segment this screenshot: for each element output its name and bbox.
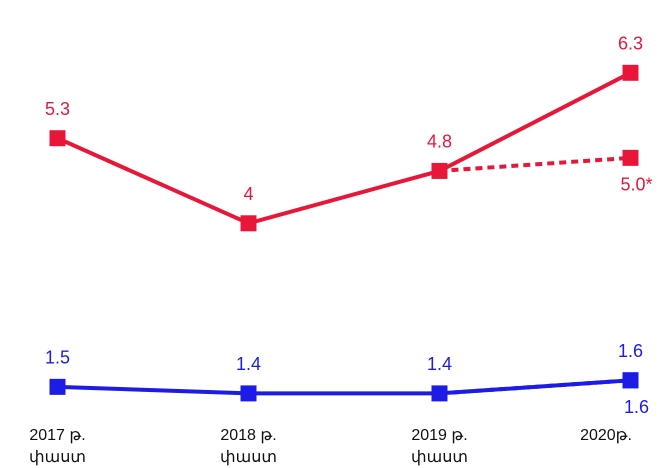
data-label: 5.0* [620,175,652,195]
marker [431,162,448,179]
series-line [57,378,631,396]
series-line [56,71,632,226]
data-label: 4 [243,184,253,204]
x-tick-label: 2018 թ. փաստ [220,427,277,466]
data-label: 1.5 [45,348,70,368]
marker [49,378,66,395]
marker [240,385,257,402]
marker [49,130,66,147]
marker [622,149,639,166]
data-label: 1.6 [624,397,649,417]
marker [622,64,639,81]
marker [431,385,448,402]
data-label: 1.4 [427,354,452,374]
x-tick-label: 2020թ. [580,427,632,444]
data-label: 6.3 [618,34,643,54]
marker [240,215,257,232]
x-tick-label: 2019 թ. փաստ [411,427,468,466]
data-label: 1.4 [236,354,261,374]
x-tick-label: 2017 թ. փաստ [29,427,86,466]
data-label: 4.8 [427,132,452,152]
data-label: 5.3 [45,99,70,119]
data-label: 1.6 [618,341,643,361]
marker [622,372,639,389]
series-line [439,155,631,173]
